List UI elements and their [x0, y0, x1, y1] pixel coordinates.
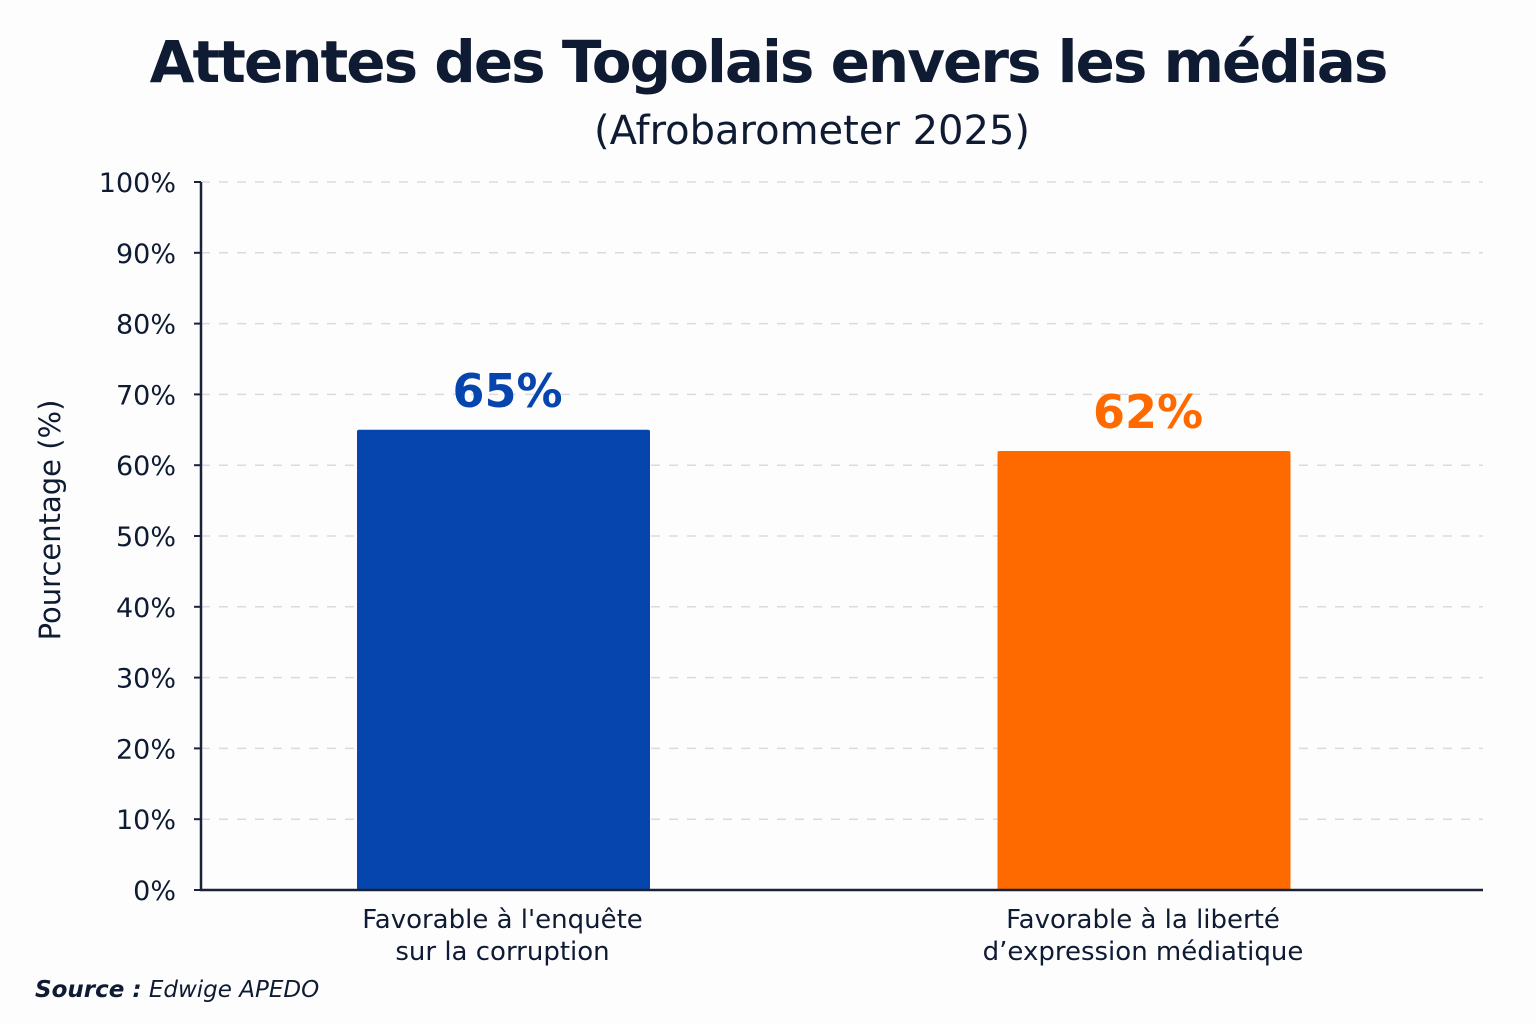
- bar: [997, 451, 1291, 890]
- y-axis-title: Pourcentage (%): [33, 400, 67, 641]
- source-note: Source : Edwige APEDO: [35, 977, 319, 1003]
- y-tick-label: 20%: [116, 734, 176, 765]
- category-label: d’expression médiatique: [983, 937, 1304, 967]
- category-label: Favorable à la liberté: [1006, 905, 1280, 935]
- y-tick-label: 80%: [116, 310, 176, 341]
- source-text: Edwige APEDO: [148, 977, 320, 1003]
- chart-subtitle: (Afrobarometer 2025): [593, 108, 1031, 154]
- y-tick-label: 60%: [116, 451, 176, 482]
- y-tick-label: 40%: [116, 593, 176, 624]
- category-label: Favorable à l'enquête: [362, 905, 643, 935]
- data-labels: 65% 62%: [452, 364, 1203, 439]
- y-tick-label: 70%: [116, 380, 176, 411]
- y-tick-label: 50%: [116, 522, 176, 553]
- y-tick-label: 0%: [133, 876, 176, 907]
- category-label: sur la corruption: [395, 937, 609, 967]
- bar-value-label: 65%: [452, 364, 562, 418]
- chart-title: Attentes des Togolais envers les médias: [149, 28, 1389, 96]
- bars: [357, 429, 1291, 890]
- bar-value-label: 62%: [1093, 385, 1203, 439]
- y-tick-label: 10%: [116, 805, 176, 836]
- source-label: Source :: [35, 977, 142, 1003]
- y-tick-label: 90%: [116, 239, 176, 270]
- y-tick-label: 100%: [99, 168, 176, 199]
- y-tick-label: 30%: [116, 664, 176, 695]
- y-axis-ticks: 0% 10% 20% 30% 40% 50% 60% 70% 80% 90% 100%: [99, 168, 201, 907]
- bar: [357, 429, 650, 890]
